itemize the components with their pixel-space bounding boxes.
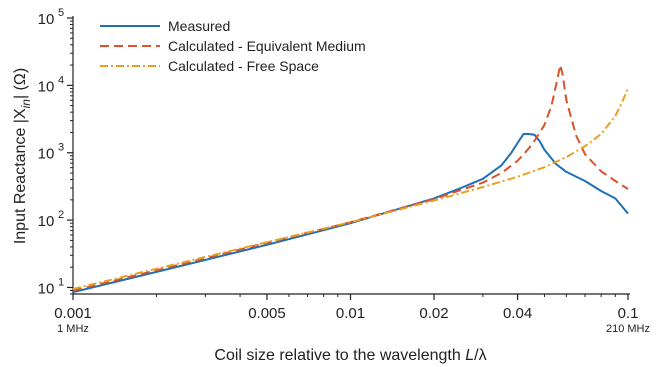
x-tick-sublabel: 1 MHz (57, 323, 89, 335)
legend-label: Measured (168, 18, 230, 34)
y-tick-label: 10 (38, 280, 55, 297)
x-tick-label: 0.005 (248, 305, 286, 322)
y-tick-exponent: 2 (58, 209, 64, 221)
y-tick-exponent: 4 (58, 74, 64, 86)
y-tick-label: 10 (38, 78, 55, 95)
y-tick-label: 10 (38, 213, 55, 230)
legend-label: Calculated - Equivalent Medium (168, 38, 366, 54)
y-tick-exponent: 5 (58, 7, 64, 19)
axis-labels: Coil size relative to the wavelength L/λ… (12, 68, 487, 364)
axes (72, 16, 630, 295)
legend-label: Calculated - Free Space (168, 58, 319, 74)
y-tick-exponent: 3 (58, 142, 64, 154)
y-tick-exponent: 1 (58, 276, 64, 288)
x-tick-label: 0.02 (419, 305, 448, 322)
y-tick-label: 10 (38, 146, 55, 163)
x-axis-label: Coil size relative to the wavelength L/λ (214, 347, 486, 364)
x-tick-label: 0.01 (336, 305, 365, 322)
series-line-1 (72, 64, 629, 292)
x-tick-sublabel: 210 MHz (606, 323, 650, 335)
x-tick-label: 0.04 (503, 305, 532, 322)
x-tick-label: 0.1 (618, 305, 639, 322)
series-line-2 (72, 88, 629, 290)
legend: Measured Calculated - Equivalent Medium Ca… (100, 18, 366, 74)
x-tick-label: 0.001 (54, 305, 92, 322)
series-layer (72, 64, 629, 294)
y-axis-label: Input Reactance |Xin| (Ω) (12, 68, 33, 244)
y-tick-label: 10 (38, 11, 55, 28)
